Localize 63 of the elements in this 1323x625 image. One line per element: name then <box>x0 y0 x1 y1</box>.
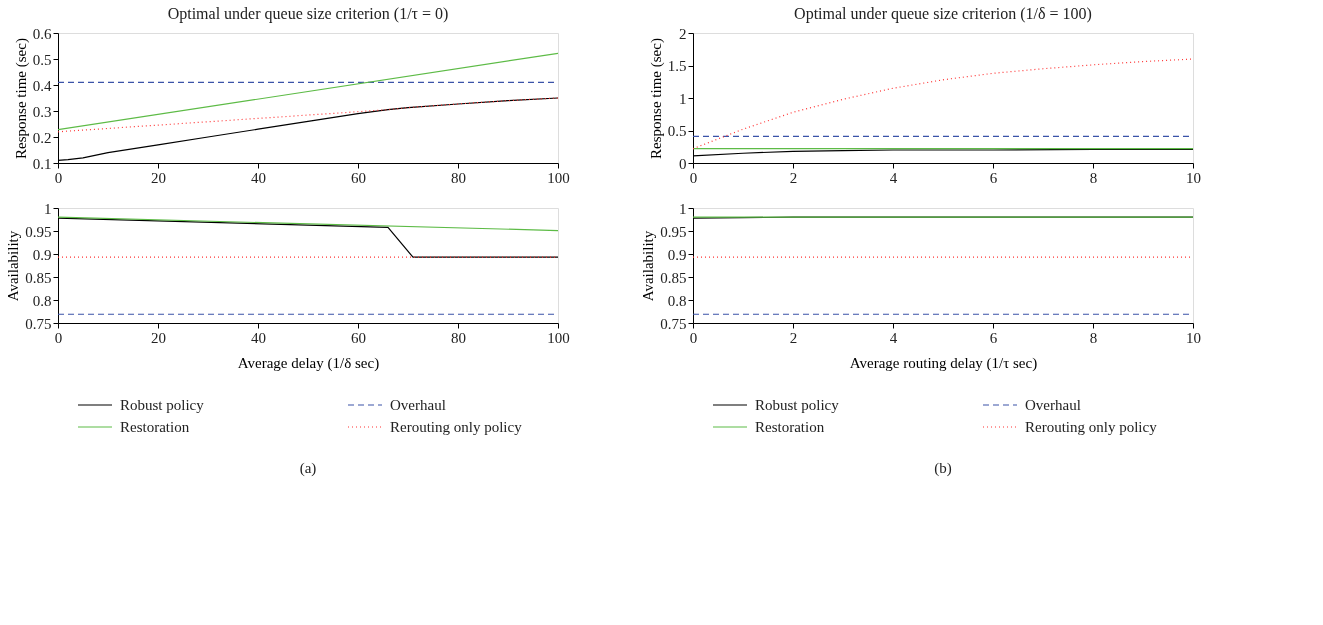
x-tick-label: 80 <box>451 169 466 186</box>
y-tick-label: 0.2 <box>32 129 52 146</box>
x-tick-label: 2 <box>789 329 798 346</box>
x-tick-label: 40 <box>251 169 266 186</box>
x-tick-label: 8 <box>1089 329 1098 346</box>
x-tick-label: 40 <box>251 329 266 346</box>
y-tick-label: 0.85 <box>660 269 687 286</box>
y-axis-title: Response time (sec) <box>12 38 30 159</box>
chart-title: Optimal under queue size criterion (1/τ = 0) <box>167 5 449 23</box>
x-tick-label: 2 <box>789 169 798 186</box>
y-tick-label: 0.85 <box>25 269 52 286</box>
y-tick-label: 0.8 <box>32 292 52 309</box>
y-tick-label: 0.9 <box>667 246 687 263</box>
x-tick-label: 60 <box>351 169 366 186</box>
y-tick-label: 0.4 <box>32 77 52 94</box>
x-tick-label: 20 <box>151 169 166 186</box>
x-tick-label: 10 <box>1186 329 1201 346</box>
x-axis-title: Average routing delay (1/τ sec) <box>849 354 1038 372</box>
y-axis-title: Response time (sec) <box>647 38 665 159</box>
x-tick-label: 6 <box>989 329 998 346</box>
legend-label: Rerouting only policy <box>1025 419 1158 435</box>
y-tick-label: 0.8 <box>667 292 687 309</box>
y-tick-label: 0.1 <box>32 155 52 172</box>
legend-label: Robust policy <box>755 397 840 413</box>
x-tick-label: 6 <box>989 169 998 186</box>
y-axis-title: Availability <box>5 230 22 302</box>
y-tick-label: 0.95 <box>660 223 687 240</box>
y-tick-label: 0.6 <box>32 25 52 42</box>
y-tick-label: 1 <box>44 200 52 217</box>
x-tick-label: 60 <box>351 329 366 346</box>
x-tick-label: 4 <box>889 169 898 186</box>
x-tick-label: 0 <box>54 169 63 186</box>
y-tick-label: 0.5 <box>32 51 52 68</box>
x-tick-label: 0 <box>54 329 63 346</box>
y-tick-label: 1.5 <box>667 58 687 74</box>
legend-label: Overhaul <box>390 397 446 413</box>
legend-label: Rerouting only policy <box>390 419 523 435</box>
x-tick-label: 20 <box>151 329 166 346</box>
y-tick-label: 0.5 <box>667 123 687 139</box>
y-tick-label: 0.3 <box>32 103 52 120</box>
y-tick-label: 2 <box>679 25 687 42</box>
x-tick-label: 4 <box>889 329 898 346</box>
y-tick-label: 0.75 <box>25 315 52 332</box>
y-tick-label: 0.75 <box>660 315 687 332</box>
legend-label: Robust policy <box>120 397 205 413</box>
y-tick-label: 0.95 <box>25 223 52 240</box>
y-tick-label: 0.9 <box>32 246 52 263</box>
x-tick-label: 100 <box>547 169 570 186</box>
y-tick-label: 1 <box>679 90 687 107</box>
legend-label: Overhaul <box>1025 397 1081 413</box>
legend-label: Restoration <box>120 419 190 435</box>
x-tick-label: 100 <box>547 329 570 346</box>
chart-title: Optimal under queue size criterion (1/δ = 100) <box>794 5 1092 23</box>
y-axis-title: Availability <box>640 230 657 302</box>
legend-label: Restoration <box>755 419 825 435</box>
text: (a) <box>299 460 317 477</box>
text: (b) <box>934 460 952 477</box>
x-axis-title: Average delay (1/δ sec) <box>237 354 380 372</box>
x-tick-label: 8 <box>1089 169 1098 186</box>
y-tick-label: 0 <box>679 155 687 172</box>
x-tick-label: 10 <box>1186 169 1201 186</box>
x-tick-label: 80 <box>451 329 466 346</box>
y-tick-label: 1 <box>679 200 687 217</box>
